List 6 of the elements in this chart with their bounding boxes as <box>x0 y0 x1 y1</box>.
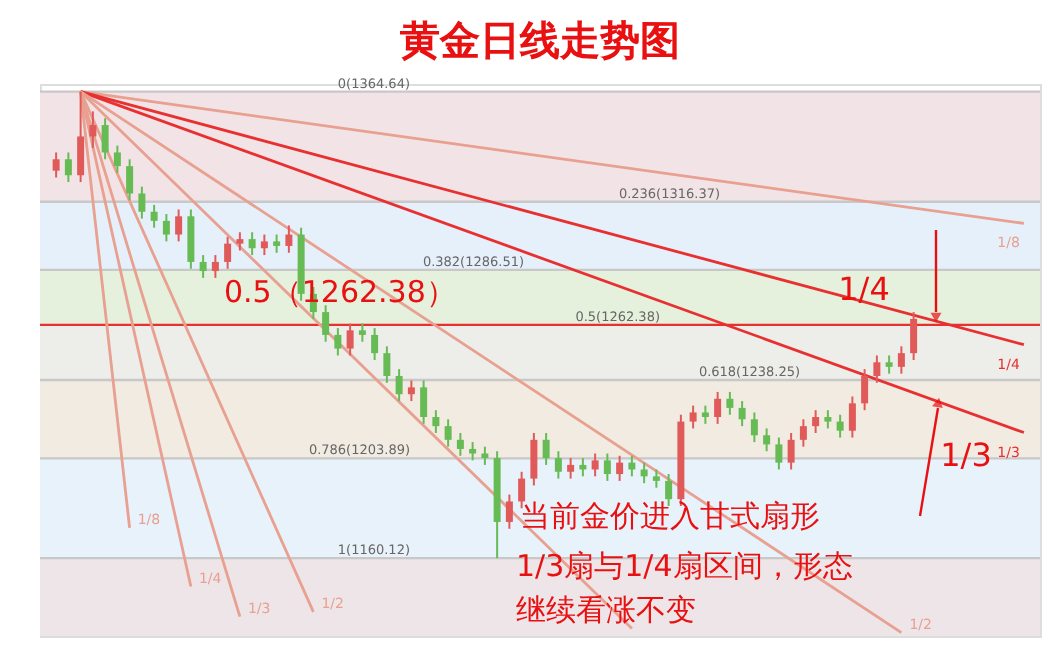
annotation: 继续看涨不变 <box>516 592 696 628</box>
chart-title: 黄金日线走势图 <box>398 15 680 64</box>
annotation: 1/3 <box>940 436 992 474</box>
annotation: 1/4 <box>838 270 890 308</box>
annotation: 当前金价进入甘式扇形 <box>520 498 820 534</box>
annotation: 1/3扇与1/4扇区间，形态 <box>516 548 853 584</box>
